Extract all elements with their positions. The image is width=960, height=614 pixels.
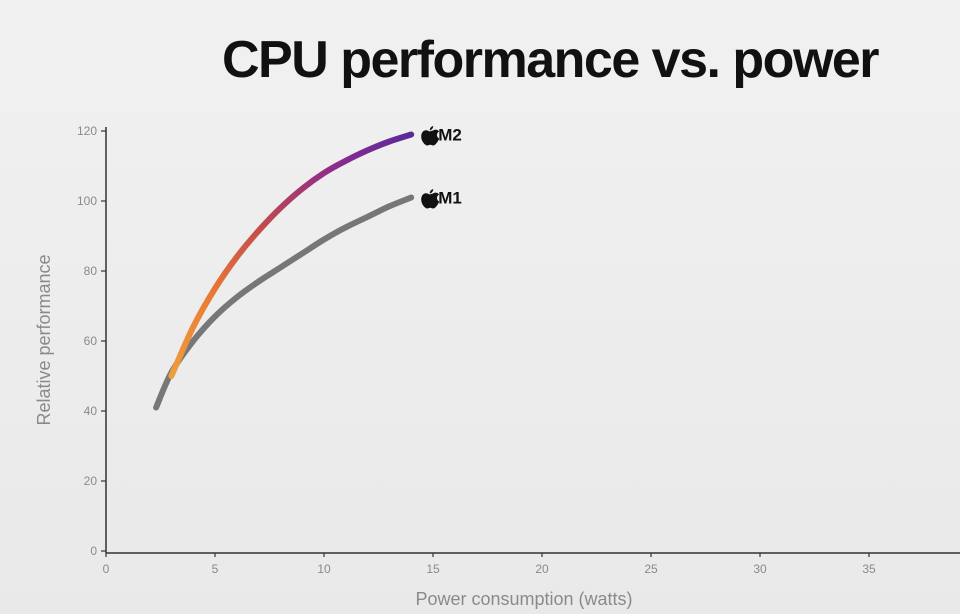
y-tick-label: 40 — [84, 404, 98, 418]
y-axis-label: Relative performance — [34, 254, 54, 425]
series-label-text: M2 — [438, 126, 462, 145]
x-tick-label: 15 — [426, 562, 440, 576]
y-tick-label: 60 — [84, 334, 98, 348]
x-tick-label: 35 — [862, 562, 876, 576]
y-tick-label: 120 — [77, 124, 97, 138]
x-tick-label: 5 — [212, 562, 219, 576]
series-label-m1: M1 — [421, 189, 462, 209]
y-tick-label: 80 — [84, 264, 98, 278]
x-tick-label: 30 — [753, 562, 767, 576]
y-tick-label: 20 — [84, 474, 98, 488]
x-tick-label: 20 — [535, 562, 549, 576]
series-label-text: M1 — [438, 189, 462, 208]
x-tick-label: 25 — [644, 562, 658, 576]
y-tick-label: 0 — [90, 544, 97, 558]
series-line-m2 — [168, 131, 415, 379]
x-axis-label: Power consumption (watts) — [415, 589, 632, 609]
chart-title: CPU performance vs. power — [222, 31, 880, 89]
apple-logo-icon — [421, 189, 440, 209]
x-tick-label: 0 — [103, 562, 110, 576]
y-tick-label: 100 — [77, 194, 97, 208]
x-tick-label: 10 — [317, 562, 331, 576]
series-label-m2: M2 — [421, 126, 462, 146]
series-line-m1 — [153, 194, 415, 411]
apple-logo-icon — [421, 126, 440, 146]
